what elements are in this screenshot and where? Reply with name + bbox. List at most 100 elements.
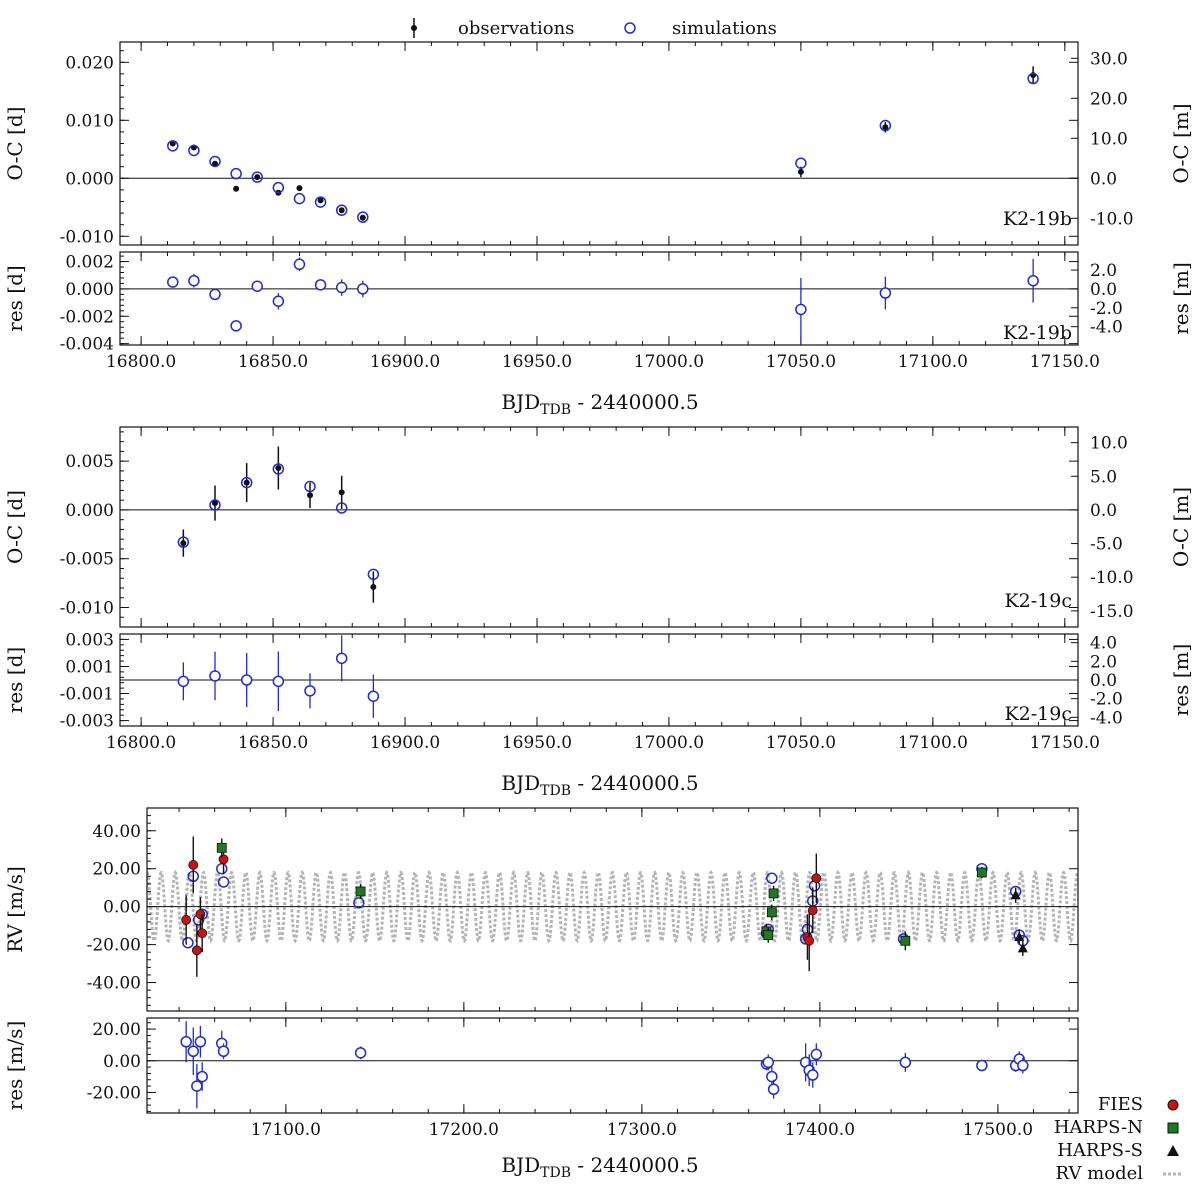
panel-c_res (119, 633, 1079, 727)
sim-point (272, 181, 285, 194)
xtick-label-b_res: 17100.0 (898, 352, 968, 372)
sim-point (251, 171, 263, 183)
ytick-right-label-c_res: -4.0 (1090, 708, 1123, 728)
ytick-right-label-b_oc: 20.0 (1090, 89, 1128, 109)
ylabel-right-b_oc: O-C [m] (1169, 103, 1193, 183)
rv-point-HARPS-N (763, 930, 774, 941)
ylabel-rv: RV [m/s] (3, 866, 27, 953)
res-point (976, 1059, 988, 1072)
obs-point (307, 492, 314, 499)
res-point (807, 1069, 819, 1081)
ytick-right-label-c_res: 0.0 (1090, 671, 1117, 691)
res-point (354, 1047, 367, 1059)
ytick-label-c_oc: -0.005 (60, 550, 114, 570)
sim-point (209, 499, 221, 511)
xtick-label-b_res: 17050.0 (766, 352, 836, 372)
xtick-label-c_res: 16850.0 (238, 733, 308, 753)
res-point (1017, 1059, 1029, 1072)
sim-point (182, 936, 194, 949)
xtick-label-c_res: 17150.0 (1030, 733, 1100, 753)
ytick-right-label-c_oc: 10.0 (1090, 434, 1128, 454)
obs-point (370, 584, 377, 590)
frame-rv_res (146, 1017, 1079, 1114)
res-point (187, 1045, 200, 1057)
xlabel-c: BJDTDB - 2440000.5 (501, 771, 698, 799)
xtick-label-b_res: 17000.0 (634, 352, 704, 372)
legend-bottom: FIES HARPS-N HARPS-S RV model (1054, 1094, 1183, 1184)
rv-point-FIES (197, 928, 208, 939)
frame-b_res (119, 251, 1079, 346)
ylabel-rv_res: res [m/s] (3, 1021, 27, 1111)
xtick-label-c_res: 17100.0 (898, 733, 968, 753)
sim-point (240, 476, 253, 489)
xtick-label-b_res: 16850.0 (238, 352, 308, 372)
res-point (767, 1083, 780, 1095)
sim-point (357, 211, 369, 223)
ytick-label-c_res: -0.003 (60, 712, 114, 732)
ytick-label-b_res: 0.002 (65, 253, 114, 273)
xtick-label-rv_res: 17100.0 (251, 1120, 321, 1140)
ytick-label-b_oc: 0.000 (65, 169, 114, 189)
res-point (367, 690, 380, 702)
ytick-label-rv: 0.00 (103, 898, 141, 918)
rv-point-HARPS-N (216, 842, 227, 853)
ytick-label-b_res: -0.002 (60, 307, 114, 327)
res-point (188, 274, 200, 287)
sim-point (304, 480, 316, 493)
res-point (795, 303, 807, 316)
ytick-label-rv: 40.00 (92, 822, 141, 842)
xlabel-b: BJDTDB - 2440000.5 (501, 390, 698, 418)
res-point (217, 1045, 230, 1057)
obs-point (338, 489, 345, 496)
xtick-label-b_res: 16950.0 (502, 352, 572, 372)
res-point (810, 1048, 823, 1061)
ytick-label-b_oc: -0.010 (60, 227, 114, 247)
res-point (762, 1056, 775, 1069)
xtick-label-c_res: 17050.0 (766, 733, 836, 753)
ytick-right-label-c_oc: -15.0 (1090, 602, 1134, 622)
annotation-b_res: K2-19b (1003, 322, 1072, 344)
obs-point (797, 168, 804, 175)
ytick-right-label-b_res: -2.0 (1090, 299, 1123, 319)
ytick-label-c_oc: 0.000 (65, 501, 114, 521)
ylabel-b_oc: O-C [d] (3, 107, 27, 181)
rv-point-HARPS-S (1010, 889, 1021, 900)
xtick-label-rv_res: 17200.0 (429, 1120, 499, 1140)
xtick-label-c_res: 16800.0 (106, 733, 176, 753)
ytick-right-label-b_oc: 30.0 (1090, 49, 1128, 69)
sim-point (209, 155, 221, 168)
ytick-label-rv: -20.00 (87, 936, 141, 956)
rv-point-HARPS-N (900, 935, 911, 946)
rv-point-FIES (218, 854, 229, 865)
ytick-right-label-c_oc: 0.0 (1090, 501, 1117, 521)
annotation-c_oc: K2-19c (1004, 590, 1072, 612)
panel-b_res (119, 251, 1079, 346)
ytick-right-label-c_oc: -10.0 (1090, 568, 1134, 588)
legend-fies-label: FIES (1098, 1094, 1143, 1115)
res-point (272, 295, 285, 307)
annotation-b_oc: K2-19b (1003, 208, 1072, 230)
sim-point (1027, 72, 1039, 85)
frame-rv (146, 807, 1079, 1012)
ytick-label-b_oc: 0.020 (65, 53, 114, 73)
sim-point (293, 192, 306, 205)
ytick-right-label-b_res: 2.0 (1090, 261, 1117, 281)
ytick-right-label-b_oc: -10.0 (1090, 209, 1134, 229)
obs-point (212, 500, 219, 507)
obs-point (233, 185, 240, 192)
rv-point-FIES (807, 905, 818, 916)
sim-point (335, 502, 348, 514)
legend-simulations-marker (624, 22, 636, 34)
obs-point (338, 207, 345, 214)
ytick-right-label-b_res: -4.0 (1090, 318, 1123, 338)
ytick-right-label-b_oc: 0.0 (1090, 169, 1117, 189)
ytick-label-c_res: 0.001 (65, 657, 114, 677)
ytick-label-rv_res: 20.00 (92, 1020, 141, 1040)
rv-point-FIES (191, 945, 202, 956)
ytick-label-rv: -40.00 (87, 974, 141, 994)
res-point (357, 283, 369, 295)
sim-point (217, 876, 230, 888)
panel-c_oc (119, 426, 1079, 628)
ylabel-c_oc: O-C [d] (3, 490, 27, 564)
